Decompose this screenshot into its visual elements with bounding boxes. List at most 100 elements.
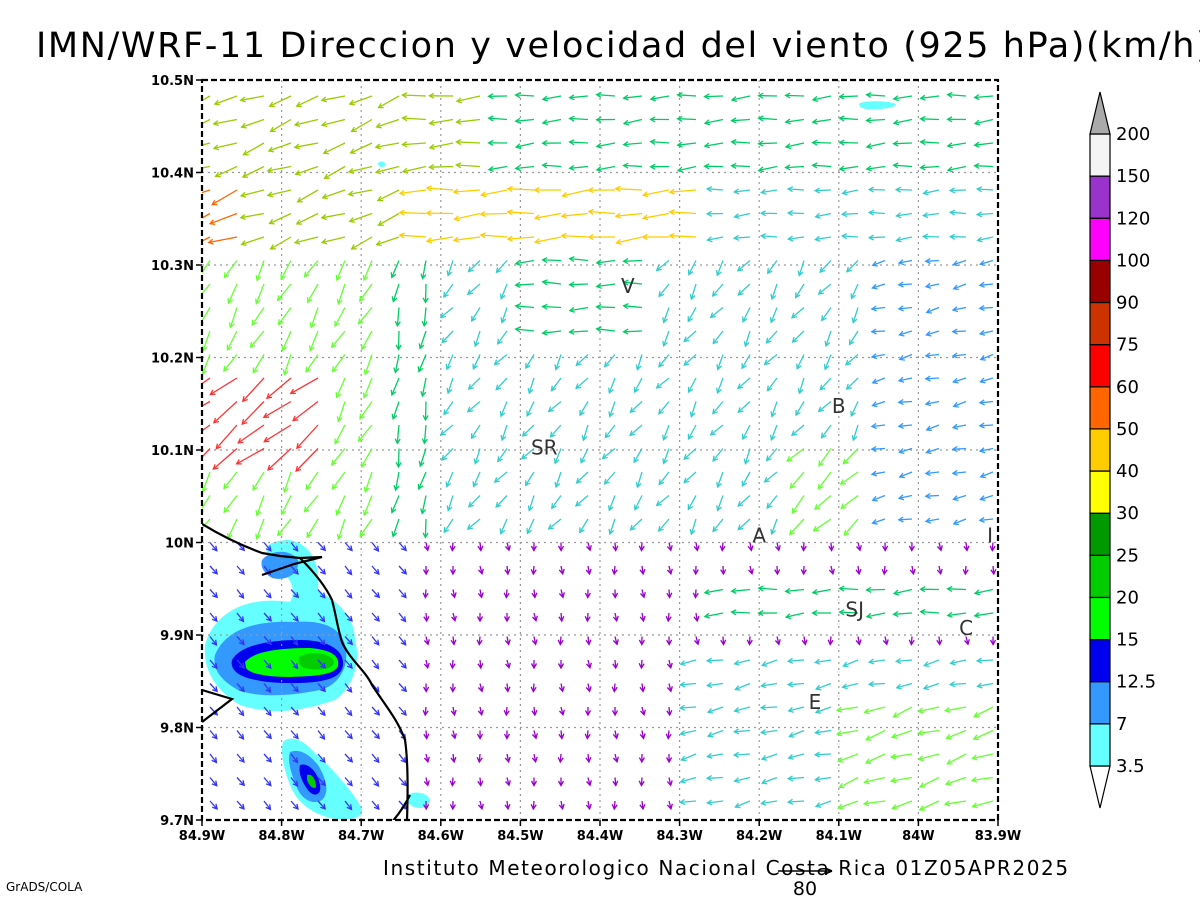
wind-vector-head: [292, 686, 299, 693]
wind-vector-head: [305, 366, 311, 373]
wind-vector: [582, 424, 589, 441]
wind-vector-head: [350, 126, 357, 133]
wind-vector: [548, 518, 562, 530]
wind-vector: [819, 260, 832, 273]
wind-vector-head: [213, 99, 221, 106]
wind-vector: [236, 730, 245, 740]
wind-vector-head: [979, 355, 986, 361]
wind-vector-head: [973, 162, 980, 169]
wind-vector: [542, 330, 562, 334]
wind-vector: [758, 117, 778, 121]
wind-vector-head: [240, 122, 247, 129]
wind-vector-head: [336, 416, 343, 423]
wind-vector: [429, 118, 454, 125]
wind-vector-head: [608, 528, 615, 536]
wind-vector: [569, 117, 589, 121]
wind-vector-head: [533, 238, 541, 245]
wind-vector-head: [455, 118, 462, 125]
wind-vector-head: [850, 410, 856, 417]
wind-vector-head: [720, 639, 727, 646]
wind-vector-head: [293, 238, 301, 245]
wind-vector-head: [212, 417, 220, 424]
wind-vector: [488, 165, 508, 171]
wind-vector: [712, 283, 724, 297]
wind-vector: [688, 260, 697, 275]
wind-vector: [240, 95, 265, 101]
wind-vector-head: [662, 458, 669, 465]
wind-vector-head: [867, 681, 875, 688]
wind-vector: [980, 353, 994, 361]
place-label: C: [959, 616, 973, 640]
wind-vector-head: [211, 803, 219, 810]
wind-vector-head: [211, 733, 218, 740]
wind-vector-head: [319, 756, 326, 764]
wind-vector: [263, 659, 272, 669]
wind-vector: [290, 565, 299, 575]
wind-vector-head: [978, 422, 985, 429]
wind-vector-head: [687, 386, 694, 394]
wind-vector-head: [919, 115, 926, 122]
wind-vector-head: [558, 686, 565, 693]
wind-vector-head: [557, 757, 564, 764]
y-tick-label: 10.2N: [151, 352, 194, 367]
wind-vector-head: [668, 209, 675, 216]
wind-vector-head: [760, 682, 767, 689]
chart-title: IMN/WRF-11 Direccion y velocidad del vie…: [36, 26, 1200, 66]
wind-vector: [923, 682, 940, 690]
wind-vector: [623, 281, 643, 285]
wind-vector: [731, 588, 751, 592]
wind-vector: [371, 636, 380, 646]
wind-vector-head: [568, 115, 575, 122]
x-axis-ticks: 84.9W 84.8W 84.7W 84.6W 84.5W 84.4W 84.3W 84.2W…: [179, 820, 1021, 844]
wind-vector: [208, 236, 238, 244]
wind-vector-head: [453, 215, 460, 222]
wind-vector: [843, 659, 859, 667]
wind-vector-head: [716, 481, 722, 489]
y-tick-label: 10.5N: [151, 74, 194, 89]
wind-vector-head: [294, 169, 301, 176]
wind-vector-head: [189, 467, 194, 472]
wind-vector: [317, 565, 326, 575]
wind-vector: [690, 401, 697, 417]
wind-vector-head: [784, 587, 791, 595]
wind-vector: [317, 683, 326, 692]
wind-vector: [236, 447, 265, 465]
wind-vector-head: [760, 729, 767, 736]
colorbar-lower-cap: [1089, 765, 1111, 809]
wind-vector-head: [944, 779, 952, 786]
wind-vector: [376, 236, 400, 246]
wind-vector: [396, 424, 400, 444]
wind-vector: [952, 330, 967, 333]
wind-vector-head: [769, 317, 776, 324]
wind-vector-head: [295, 101, 302, 108]
wind-vector-head: [978, 516, 985, 523]
wind-vector-head: [736, 265, 744, 272]
wind-vector-head: [320, 213, 327, 221]
wind-vector-head: [604, 432, 611, 439]
wind-vector-head: [855, 639, 862, 646]
wind-vector-head: [662, 434, 668, 442]
wind-vector-head: [183, 195, 188, 200]
wind-vector-head: [633, 457, 639, 464]
wind-vector-head: [867, 658, 875, 665]
wind-vector: [295, 165, 319, 175]
wind-vector-head: [769, 434, 776, 442]
wind-vector-head: [921, 233, 929, 240]
institution-credit: Instituto Meteorologico Nacional Costa R…: [383, 856, 1070, 880]
wind-vector-head: [568, 94, 575, 101]
wind-vector: [522, 424, 535, 437]
wind-vector: [608, 495, 616, 511]
x-tick-label: 84.5W: [497, 829, 543, 844]
wind-vector-head: [943, 800, 951, 807]
wind-vector-head: [612, 592, 619, 599]
wind-vector-head: [811, 609, 818, 617]
wind-vector: [662, 424, 670, 441]
wind-vector: [866, 94, 886, 97]
wind-vector: [263, 683, 271, 693]
wind-vector: [741, 354, 751, 369]
wind-vector-head: [800, 545, 807, 552]
wind-vector: [815, 236, 832, 241]
wind-vector-head: [638, 545, 645, 552]
wind-vector: [440, 424, 454, 436]
wind-vector-head: [638, 757, 645, 764]
